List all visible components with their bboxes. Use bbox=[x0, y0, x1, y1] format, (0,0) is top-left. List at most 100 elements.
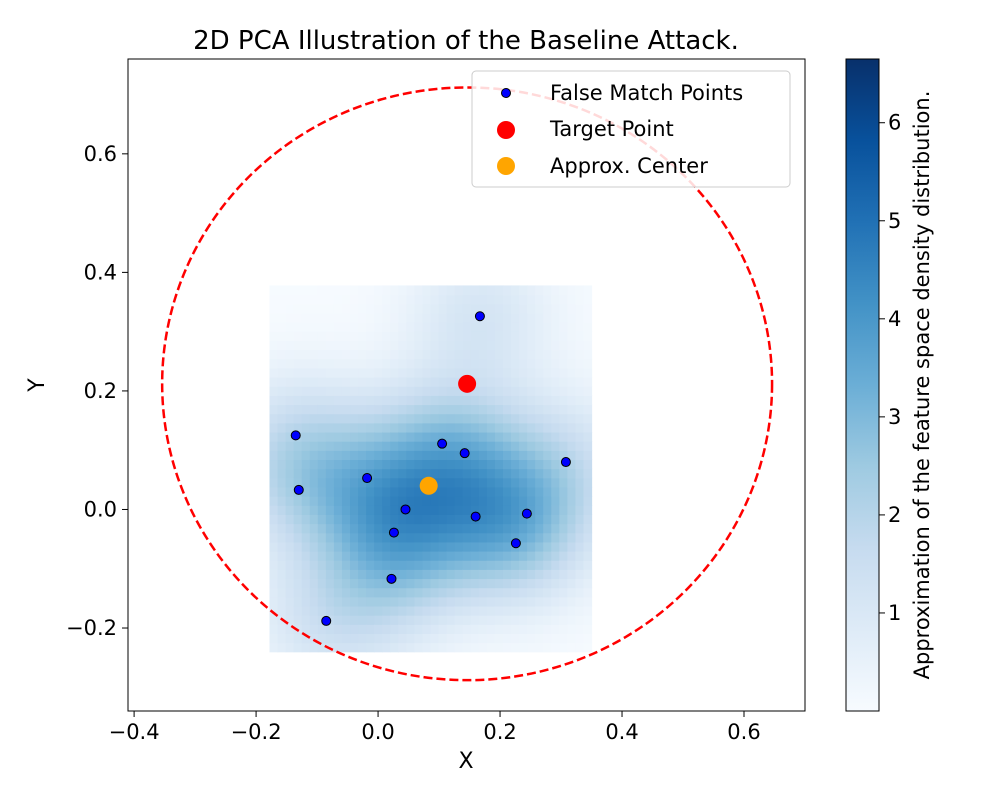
heatmap-cell bbox=[325, 578, 335, 589]
heatmap-cell bbox=[511, 468, 520, 479]
heatmap-cell bbox=[567, 358, 577, 369]
heatmap-cell bbox=[309, 477, 319, 488]
heatmap-cell bbox=[325, 505, 335, 515]
heatmap-cell bbox=[269, 413, 279, 424]
heatmap-cell bbox=[358, 340, 367, 351]
heatmap-cell bbox=[277, 450, 287, 461]
heatmap-cell bbox=[454, 349, 464, 360]
heatmap-cell bbox=[486, 550, 496, 561]
heatmap-cell bbox=[583, 624, 593, 635]
heatmap-cell bbox=[333, 486, 343, 497]
heatmap-cell bbox=[478, 386, 488, 396]
colorbar-label: Approximation of the feature space densi… bbox=[910, 91, 934, 680]
heatmap-cell bbox=[382, 596, 391, 607]
heatmap-cell bbox=[398, 615, 407, 625]
heatmap-cell bbox=[366, 303, 375, 314]
heatmap-cell bbox=[301, 550, 311, 561]
heatmap-cell bbox=[374, 312, 383, 323]
heatmap-cell bbox=[406, 413, 416, 424]
heatmap-cell bbox=[406, 496, 416, 506]
heatmap-cell bbox=[511, 587, 520, 598]
heatmap-cell bbox=[414, 422, 424, 433]
heatmap-cell bbox=[358, 459, 367, 470]
heatmap-cell bbox=[285, 367, 295, 378]
heatmap-cell bbox=[559, 550, 568, 561]
heatmap-cell bbox=[559, 340, 568, 351]
heatmap-cell bbox=[575, 285, 585, 296]
heatmap-cell bbox=[309, 404, 319, 415]
heatmap-cell bbox=[414, 541, 424, 552]
heatmap-cell bbox=[559, 624, 568, 635]
legend-label-target: Target Point bbox=[549, 117, 674, 141]
heatmap-cell bbox=[502, 496, 512, 506]
heatmap-cell bbox=[454, 312, 464, 323]
heatmap-cell bbox=[333, 441, 343, 451]
heatmap-cell bbox=[398, 431, 407, 442]
heatmap-cell bbox=[551, 367, 560, 378]
heatmap-cell bbox=[486, 312, 496, 323]
heatmap-cell bbox=[430, 642, 440, 653]
heatmap-cell bbox=[285, 532, 295, 543]
heatmap-cell bbox=[478, 404, 488, 415]
heatmap-cell bbox=[374, 285, 383, 296]
heatmap-cell bbox=[527, 340, 536, 351]
heatmap-cell bbox=[366, 459, 375, 470]
heatmap-cell bbox=[325, 569, 335, 580]
heatmap-cell bbox=[519, 532, 528, 543]
heatmap-cell bbox=[470, 331, 480, 341]
heatmap-cell bbox=[390, 395, 399, 406]
heatmap-cell bbox=[535, 441, 544, 451]
heatmap-cell bbox=[358, 642, 367, 653]
heatmap-cell bbox=[446, 422, 456, 433]
heatmap-cell bbox=[470, 624, 480, 635]
heatmap-cell bbox=[486, 450, 496, 461]
heatmap-cell bbox=[285, 578, 295, 589]
heatmap-cell bbox=[502, 624, 512, 635]
heatmap-cell bbox=[341, 605, 351, 616]
heatmap-cell bbox=[446, 431, 456, 442]
heatmap-cell bbox=[277, 331, 287, 341]
heatmap-cell bbox=[486, 642, 496, 653]
heatmap-cell bbox=[382, 358, 391, 369]
heatmap-cell bbox=[358, 505, 367, 515]
heatmap-cell bbox=[470, 596, 480, 607]
heatmap-cell bbox=[382, 560, 391, 570]
heatmap-cell bbox=[486, 624, 496, 635]
heatmap-cell bbox=[390, 477, 399, 488]
heatmap-cell bbox=[382, 377, 391, 387]
heatmap-cell bbox=[398, 514, 407, 525]
heatmap-cell bbox=[358, 587, 367, 598]
heatmap-cell bbox=[559, 386, 568, 396]
heatmap-cell bbox=[374, 624, 383, 635]
heatmap-cell bbox=[390, 596, 399, 607]
heatmap-cell bbox=[494, 386, 504, 396]
heatmap-cell bbox=[293, 541, 303, 552]
heatmap-cell bbox=[382, 312, 391, 323]
heatmap-cell bbox=[414, 441, 424, 451]
false-match-point bbox=[474, 311, 485, 322]
heatmap-cell bbox=[269, 431, 279, 442]
heatmap-cell bbox=[583, 486, 593, 497]
heatmap-cell bbox=[358, 450, 367, 461]
heatmap-cell bbox=[406, 532, 416, 543]
heatmap-cell bbox=[543, 377, 552, 387]
heatmap-cell bbox=[494, 560, 504, 570]
heatmap-cell bbox=[422, 358, 432, 369]
heatmap-cell bbox=[325, 523, 335, 534]
heatmap-cell bbox=[382, 514, 391, 525]
heatmap-cell bbox=[374, 395, 383, 406]
heatmap-cell bbox=[575, 550, 585, 561]
heatmap-cell bbox=[301, 367, 311, 378]
heatmap-cell bbox=[454, 404, 464, 415]
heatmap-cell bbox=[309, 349, 319, 360]
heatmap-cell bbox=[269, 569, 279, 580]
heatmap-cell bbox=[317, 642, 327, 653]
heatmap-cell bbox=[575, 578, 585, 589]
heatmap-cell bbox=[527, 560, 536, 570]
heatmap-cell bbox=[382, 386, 391, 396]
heatmap-cell bbox=[317, 587, 327, 598]
heatmap-cell bbox=[366, 587, 375, 598]
heatmap-cell bbox=[398, 303, 407, 314]
heatmap-cell bbox=[422, 596, 432, 607]
heatmap-cell bbox=[309, 633, 319, 644]
